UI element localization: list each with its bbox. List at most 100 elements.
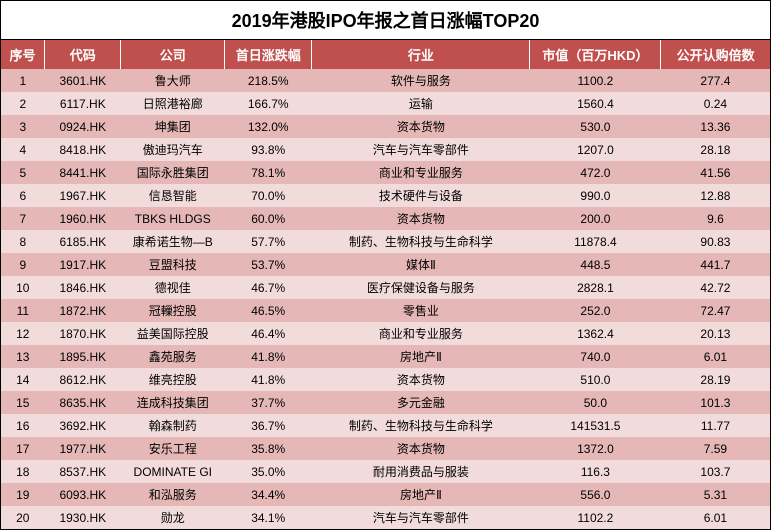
table-cell: 媒体Ⅱ bbox=[312, 253, 530, 276]
table-cell: 资本货物 bbox=[312, 437, 530, 460]
table-cell: 3601.HK bbox=[45, 69, 121, 92]
table-cell: 商业和专业服务 bbox=[312, 161, 530, 184]
table-cell: 8635.HK bbox=[45, 391, 121, 414]
table-cell: 37.7% bbox=[225, 391, 312, 414]
table-cell: 8 bbox=[1, 230, 45, 253]
table-cell: 441.7 bbox=[661, 253, 770, 276]
table-cell: 1967.HK bbox=[45, 184, 121, 207]
table-cell: 41.8% bbox=[225, 368, 312, 391]
table-cell: 472.0 bbox=[530, 161, 661, 184]
table-cell: 日照港裕廊 bbox=[121, 92, 225, 115]
table-cell: 10 bbox=[1, 276, 45, 299]
table-cell: 18 bbox=[1, 460, 45, 483]
table-cell: 信恳智能 bbox=[121, 184, 225, 207]
table-cell: 218.5% bbox=[225, 69, 312, 92]
table-row: 121870.HK益美国际控股46.4%商业和专业服务1362.420.13 bbox=[1, 322, 770, 345]
table-cell: 国际永胜集团 bbox=[121, 161, 225, 184]
col-header-sub: 公开认购倍数 bbox=[661, 40, 770, 69]
col-header-seq: 序号 bbox=[1, 40, 45, 69]
table-cell: 0924.HK bbox=[45, 115, 121, 138]
table-cell: 1917.HK bbox=[45, 253, 121, 276]
table-cell: 93.8% bbox=[225, 138, 312, 161]
table-cell: 6.01 bbox=[661, 345, 770, 368]
table-cell: 0.24 bbox=[661, 92, 770, 115]
table-cell: 4 bbox=[1, 138, 45, 161]
table-row: 101846.HK德视佳46.7%医疗保健设备与服务2828.142.72 bbox=[1, 276, 770, 299]
table-cell: 141531.5 bbox=[530, 414, 661, 437]
table-row: 148612.HK维亮控股41.8%资本货物510.028.19 bbox=[1, 368, 770, 391]
table-cell: 1100.2 bbox=[530, 69, 661, 92]
table-cell: 46.5% bbox=[225, 299, 312, 322]
table-cell: 汽车与汽车零部件 bbox=[312, 506, 530, 529]
table-cell: 13 bbox=[1, 345, 45, 368]
table-cell: 42.72 bbox=[661, 276, 770, 299]
table-cell: 9 bbox=[1, 253, 45, 276]
table-cell: 德视佳 bbox=[121, 276, 225, 299]
col-header-industry: 行业 bbox=[312, 40, 530, 69]
table-cell: TBKS HLDGS bbox=[121, 207, 225, 230]
table-cell: 6 bbox=[1, 184, 45, 207]
table-cell: 汽车与汽车零部件 bbox=[312, 138, 530, 161]
table-row: 71960.HKTBKS HLDGS60.0%资本货物200.09.6 bbox=[1, 207, 770, 230]
table-cell: 57.7% bbox=[225, 230, 312, 253]
table-cell: 556.0 bbox=[530, 483, 661, 506]
table-cell: 坤集团 bbox=[121, 115, 225, 138]
table-cell: 8612.HK bbox=[45, 368, 121, 391]
table-cell: 1895.HK bbox=[45, 345, 121, 368]
table-cell: 20 bbox=[1, 506, 45, 529]
table-cell: 103.7 bbox=[661, 460, 770, 483]
table-cell: 36.7% bbox=[225, 414, 312, 437]
table-cell: 1977.HK bbox=[45, 437, 121, 460]
table-cell: 448.5 bbox=[530, 253, 661, 276]
table-cell: 维亮控股 bbox=[121, 368, 225, 391]
table-cell: 资本货物 bbox=[312, 115, 530, 138]
table-cell: 6.01 bbox=[661, 506, 770, 529]
table-row: 30924.HK坤集团132.0%资本货物530.013.36 bbox=[1, 115, 770, 138]
col-header-code: 代码 bbox=[45, 40, 121, 69]
table-cell: 34.1% bbox=[225, 506, 312, 529]
table-cell: 1362.4 bbox=[530, 322, 661, 345]
table-cell: 14 bbox=[1, 368, 45, 391]
table-cell: 46.7% bbox=[225, 276, 312, 299]
table-row: 158635.HK连成科技集团37.7%多元金融50.0101.3 bbox=[1, 391, 770, 414]
table-cell: 78.1% bbox=[225, 161, 312, 184]
table-cell: 1207.0 bbox=[530, 138, 661, 161]
table-cell: 70.0% bbox=[225, 184, 312, 207]
table-cell: 和泓服务 bbox=[121, 483, 225, 506]
table-cell: 勋龙 bbox=[121, 506, 225, 529]
table-cell: 16 bbox=[1, 414, 45, 437]
table-cell: 8418.HK bbox=[45, 138, 121, 161]
table-cell: 制药、生物科技与生命科学 bbox=[312, 230, 530, 253]
table-cell: 冠轈控股 bbox=[121, 299, 225, 322]
table-cell: 11878.4 bbox=[530, 230, 661, 253]
table-row: 188537.HKDOMINATE GI35.0%耐用消费品与服装116.310… bbox=[1, 460, 770, 483]
table-cell: 1870.HK bbox=[45, 322, 121, 345]
table-row: 91917.HK豆盟科技53.7%媒体Ⅱ448.5441.7 bbox=[1, 253, 770, 276]
table-cell: 510.0 bbox=[530, 368, 661, 391]
table-cell: 35.8% bbox=[225, 437, 312, 460]
table-cell: 28.19 bbox=[661, 368, 770, 391]
table-cell: 1960.HK bbox=[45, 207, 121, 230]
table-cell: 技术硬件与设备 bbox=[312, 184, 530, 207]
col-header-mktcap: 市值（百万HKD） bbox=[530, 40, 661, 69]
table-cell: 1372.0 bbox=[530, 437, 661, 460]
table-cell: 8537.HK bbox=[45, 460, 121, 483]
table-cell: 11.77 bbox=[661, 414, 770, 437]
table-cell: 20.13 bbox=[661, 322, 770, 345]
table-cell: 35.0% bbox=[225, 460, 312, 483]
table-cell: 8441.HK bbox=[45, 161, 121, 184]
table-cell: 运输 bbox=[312, 92, 530, 115]
table-cell: 252.0 bbox=[530, 299, 661, 322]
table-cell: 28.18 bbox=[661, 138, 770, 161]
table-cell: 傲迪玛汽车 bbox=[121, 138, 225, 161]
table-cell: 200.0 bbox=[530, 207, 661, 230]
table-cell: 2 bbox=[1, 92, 45, 115]
table-row: 171977.HK安乐工程35.8%资本货物1372.07.59 bbox=[1, 437, 770, 460]
table-cell: 17 bbox=[1, 437, 45, 460]
table-cell: 101.3 bbox=[661, 391, 770, 414]
table-cell: 1930.HK bbox=[45, 506, 121, 529]
table-cell: 5 bbox=[1, 161, 45, 184]
table-cell: 翰森制药 bbox=[121, 414, 225, 437]
table-cell: 166.7% bbox=[225, 92, 312, 115]
table-cell: 1 bbox=[1, 69, 45, 92]
